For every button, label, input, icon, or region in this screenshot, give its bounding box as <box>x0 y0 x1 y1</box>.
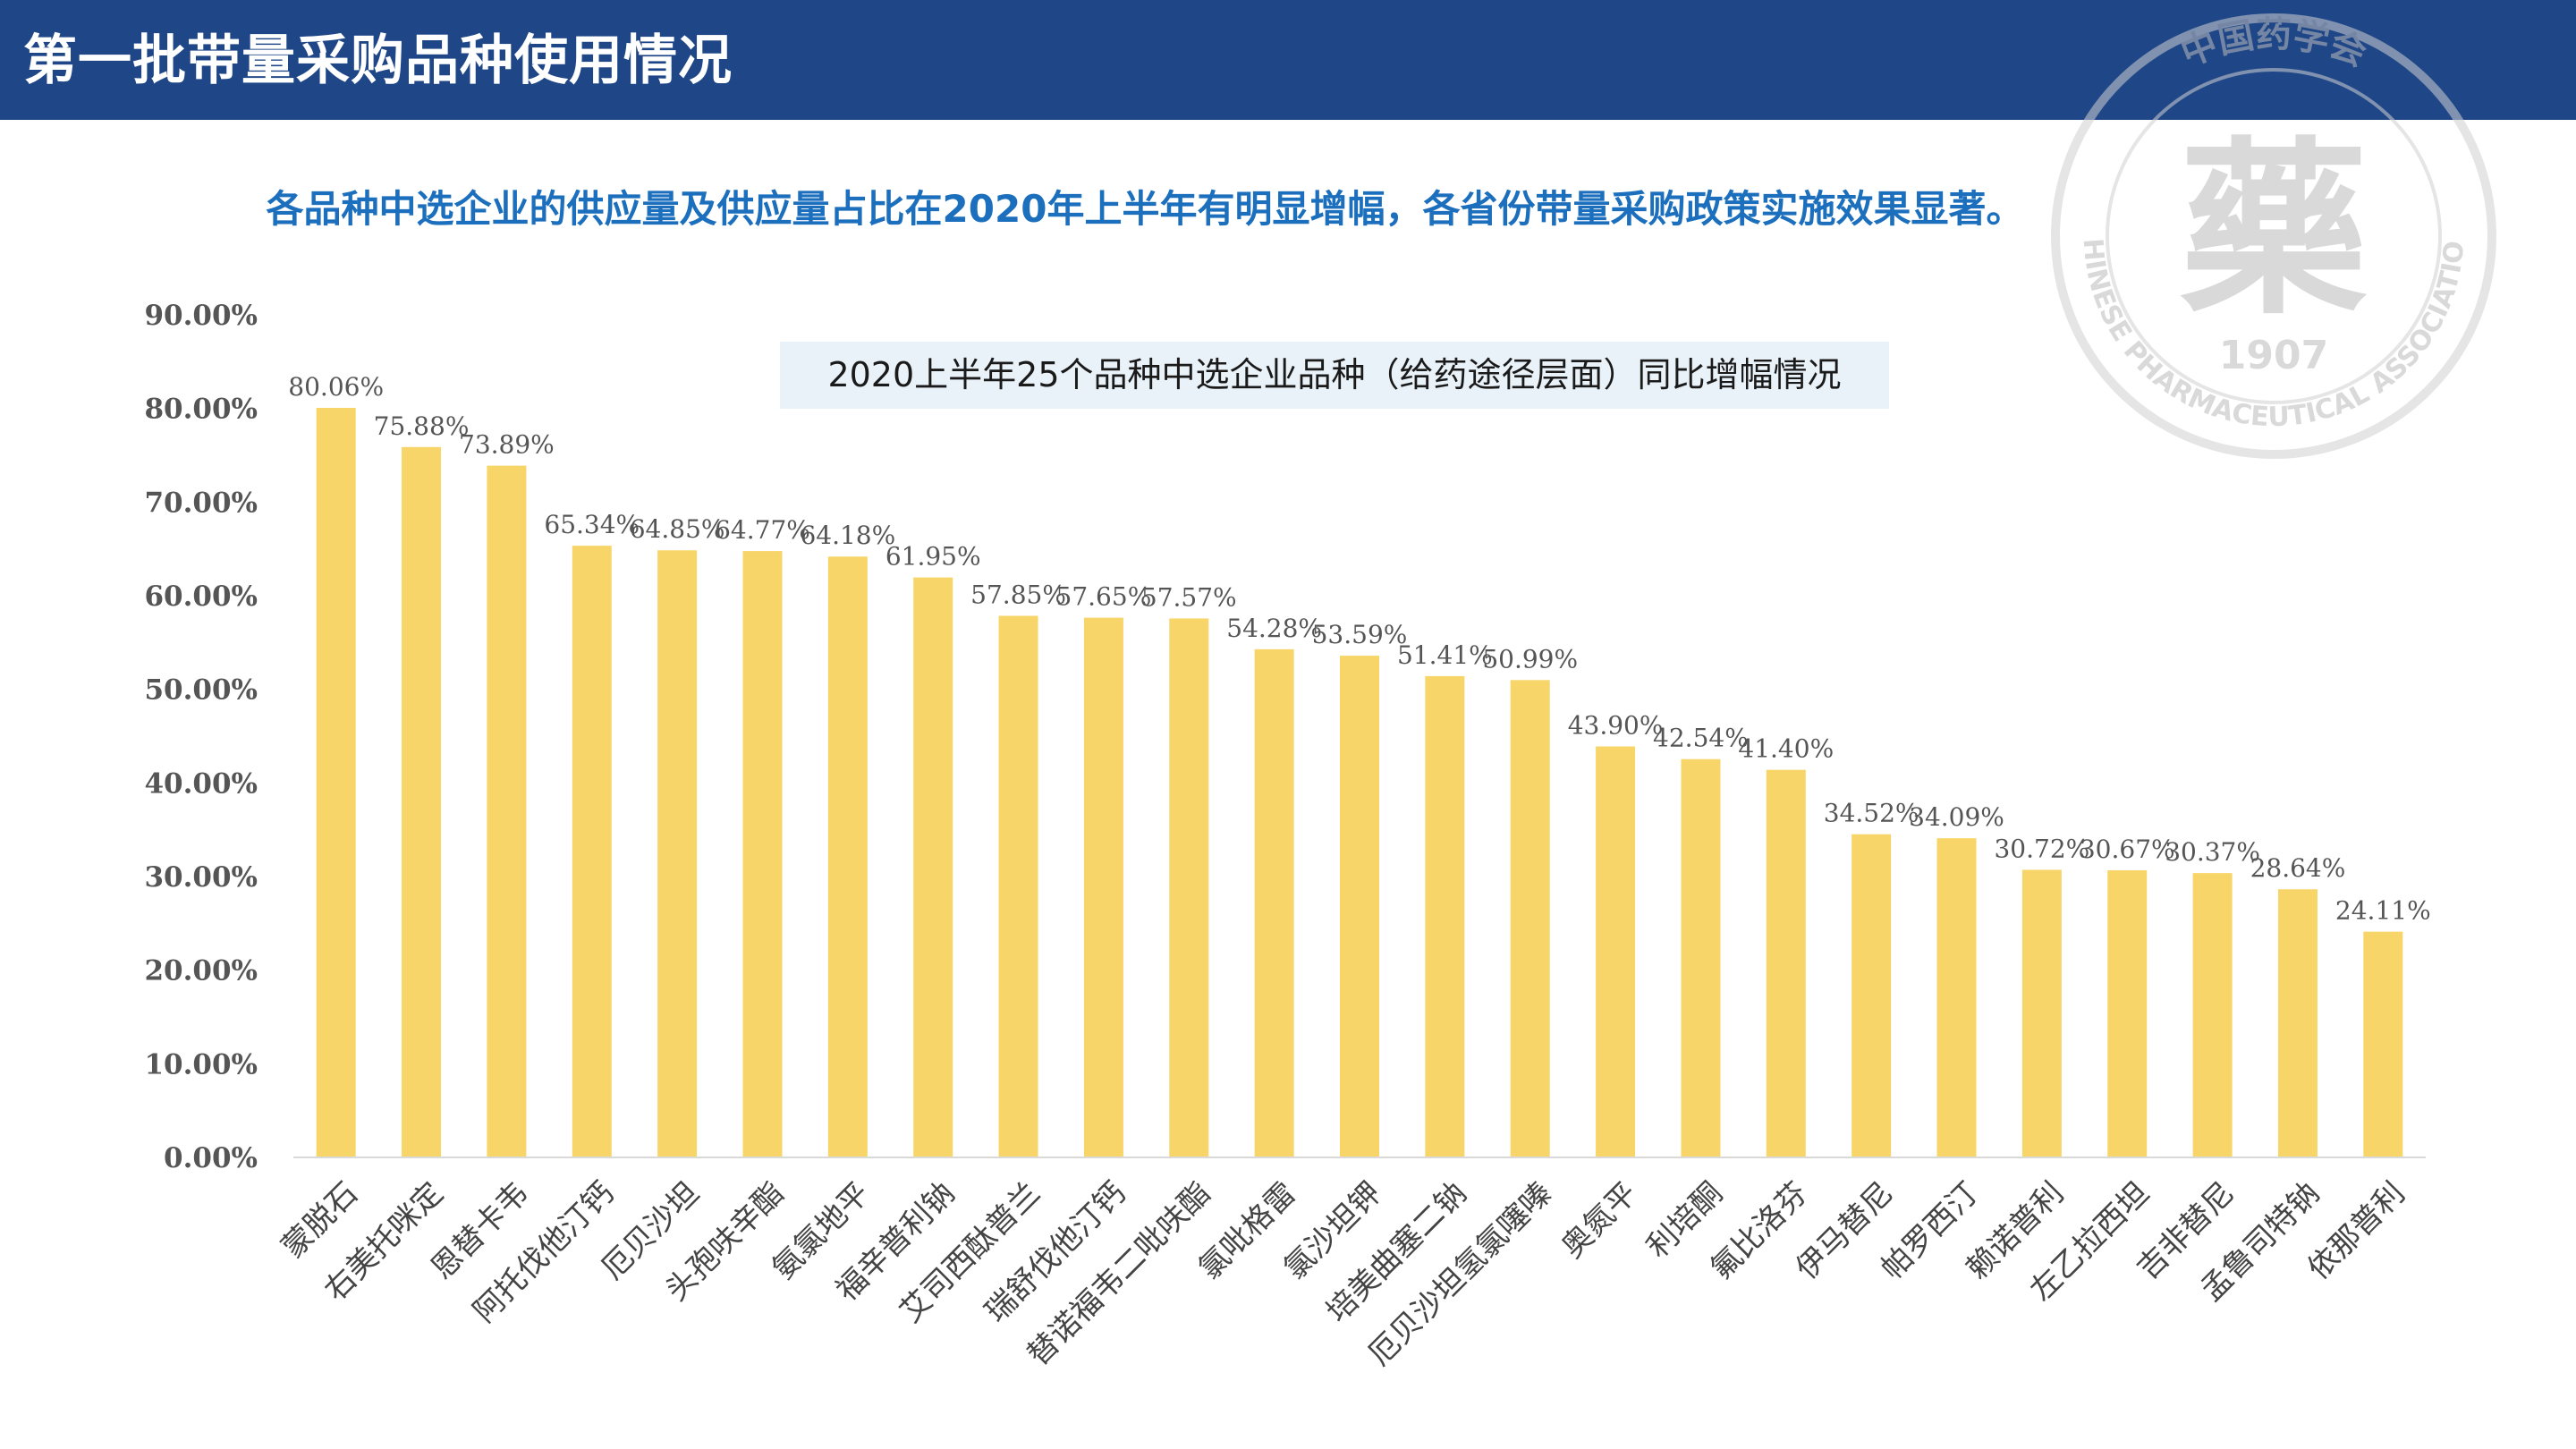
bar <box>827 556 868 1157</box>
bar <box>2107 869 2148 1157</box>
bar <box>2021 869 2062 1157</box>
data-label: 42.54% <box>1653 724 1749 753</box>
page-title: 第一批带量采购品种使用情况 <box>23 30 733 92</box>
bar <box>657 550 698 1157</box>
y-tick-label: 0.00% <box>164 1142 258 1174</box>
bar <box>487 465 527 1157</box>
page-subtitle: 各品种中选企业的供应量及供应量占比在2020年上半年有明显增幅，各省份带量采购政… <box>266 187 2024 231</box>
data-label: 64.85% <box>630 514 725 544</box>
data-label: 57.85% <box>970 580 1066 610</box>
bar <box>1766 769 1806 1157</box>
y-axis: 0.00% 10.00% 20.00% 30.00% 40.00% 50.00% 60.00… <box>144 300 258 1174</box>
bar <box>1254 648 1294 1157</box>
y-tick-label: 70.00% <box>144 487 258 519</box>
data-label: 30.67% <box>2080 835 2175 864</box>
data-labels: 80.06% 75.88%73.89% 65.34%64.85%64.77%64.1… <box>288 372 2430 926</box>
bar <box>1340 656 1379 1157</box>
bar-series <box>316 408 2403 1158</box>
data-label: 51.41% <box>1397 640 1493 670</box>
data-label: 73.89% <box>459 430 555 460</box>
bar <box>913 577 953 1157</box>
bar <box>2277 889 2318 1157</box>
y-tick-label: 90.00% <box>144 300 258 332</box>
data-label: 57.65% <box>1056 582 1152 612</box>
data-label: 64.18% <box>800 521 895 550</box>
bar <box>2192 873 2233 1157</box>
data-label: 34.09% <box>1909 802 2004 832</box>
bar <box>1169 618 1209 1157</box>
data-label: 54.28% <box>1226 614 1322 643</box>
y-tick-label: 20.00% <box>144 955 258 987</box>
y-tick-label: 30.00% <box>144 861 258 894</box>
bar <box>1852 834 1892 1157</box>
data-label: 65.34% <box>544 510 640 539</box>
bar <box>1936 838 1977 1157</box>
y-tick-label: 60.00% <box>144 580 258 613</box>
bar <box>1425 675 1465 1157</box>
x-axis-category-labels: 蒙脱石右美托咪定恩替卡韦阿托伐他汀钙厄贝沙坦头孢呋辛酯氨氯地平福辛普利钠艾司西酞… <box>275 1175 2412 1373</box>
bar <box>572 546 612 1157</box>
bar <box>316 408 356 1157</box>
seal-inner-ring <box>2106 68 2442 404</box>
y-tick-label: 80.00% <box>144 394 258 426</box>
seal-emblem: 藥 <box>2180 121 2368 340</box>
bar <box>402 446 442 1158</box>
bar <box>742 551 783 1157</box>
data-label: 80.06% <box>288 372 384 402</box>
seal-year: 1907 <box>2219 333 2328 378</box>
data-label: 64.77% <box>715 515 810 545</box>
data-label: 34.52% <box>1824 799 1919 828</box>
y-tick-label: 10.00% <box>144 1048 258 1080</box>
data-label: 30.72% <box>1994 834 2089 863</box>
data-label: 50.99% <box>1482 644 1578 674</box>
bar <box>998 615 1038 1157</box>
data-label: 30.37% <box>2165 837 2260 867</box>
data-label: 57.57% <box>1141 582 1237 612</box>
data-label: 28.64% <box>2250 853 2346 883</box>
chart-title: 2020上半年25个品种中选企业品种（给药途径层面）同比增幅情况 <box>780 342 1889 409</box>
data-label: 43.90% <box>1568 711 1664 741</box>
data-label: 61.95% <box>886 542 981 572</box>
bar <box>1596 746 1636 1157</box>
y-tick-label: 40.00% <box>144 767 258 800</box>
bar <box>1681 758 1721 1157</box>
bar <box>1510 680 1550 1157</box>
x-category-label: 奥氮平 <box>1555 1175 1644 1265</box>
data-label: 24.11% <box>2335 896 2431 926</box>
y-tick-label: 50.00% <box>144 674 258 707</box>
seal-outer-ring <box>2051 13 2496 459</box>
data-label: 53.59% <box>1312 620 1408 649</box>
bar <box>2363 931 2403 1157</box>
data-label: 75.88% <box>374 411 470 441</box>
seal-top-text: 中国药学会 <box>2175 14 2372 75</box>
data-label: 41.40% <box>1738 734 1834 764</box>
bar <box>1083 617 1123 1157</box>
